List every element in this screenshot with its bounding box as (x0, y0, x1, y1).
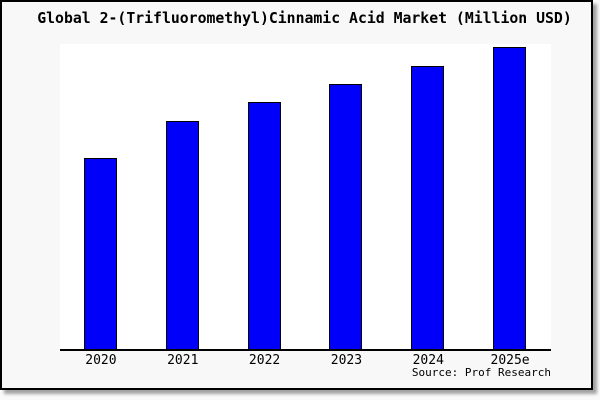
source-label: Source: Prof Research (411, 366, 551, 379)
bar-2025e (493, 47, 527, 349)
x-tick-label-2020: 2020 (85, 353, 117, 368)
bar-2021 (165, 120, 199, 349)
x-tick-label-2021: 2021 (167, 353, 199, 368)
x-tick-label-2022: 2022 (248, 353, 281, 368)
bar-2024 (411, 65, 445, 349)
chart-frame: Global 2-(Trifluoromethyl)Cinnamic Acid … (0, 0, 593, 390)
x-tick-label-2023: 2023 (330, 353, 363, 368)
bar-2022 (247, 102, 281, 349)
bar-2020 (83, 157, 117, 349)
bar-2023 (329, 83, 363, 349)
x-tick-label-2024: 2024 (412, 353, 444, 368)
plot-area (60, 44, 551, 351)
chart-title: Global 2-(Trifluoromethyl)Cinnamic Acid … (37, 10, 572, 27)
x-tick-label-2025e: 2025e (490, 353, 530, 368)
